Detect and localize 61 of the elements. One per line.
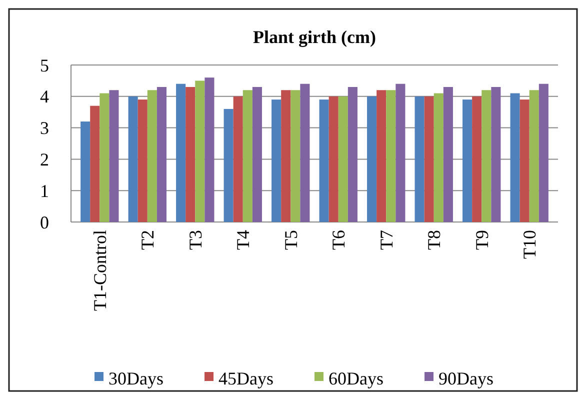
x-tick-label: T3 [185,230,206,250]
y-tick-label: 3 [40,118,49,138]
x-tick-label: T4 [233,230,254,250]
bar [128,96,138,222]
legend-label: 45Days [218,368,274,388]
x-tick-label: T7 [376,230,396,250]
bar [529,90,539,222]
bar [147,90,157,222]
x-tick-label: T5 [280,230,301,250]
bar [434,93,444,222]
bar [290,90,300,222]
bar [386,90,396,222]
bar [176,84,186,222]
legend-label: 60Days [328,368,384,388]
bar [328,96,338,222]
bar [90,106,100,222]
bar [424,96,434,222]
y-tick-label: 5 [40,55,49,76]
bar [272,100,282,222]
x-tick-label: T10 [520,230,540,259]
x-tick-label: T2 [138,230,158,250]
bar [195,80,205,222]
bar [472,96,482,222]
legend-label: 30Days [108,368,164,388]
bar [138,100,148,222]
y-tick-label: 4 [40,86,49,107]
bar [510,93,520,222]
bar [319,100,329,222]
x-tick-label: T8 [424,230,444,250]
bar [109,90,119,222]
y-tick-label: 0 [40,212,49,232]
bar [367,96,377,222]
legend-label: 90Days [438,368,494,388]
x-tick-label: T6 [328,230,349,250]
bar [443,86,453,222]
bar [300,84,310,222]
bar [100,93,110,222]
x-tick-label: T1-Control [90,230,110,311]
bar [80,122,90,222]
bar [252,86,262,222]
bar [156,86,166,222]
bar [224,108,234,222]
y-tick-label: 2 [40,150,49,170]
bar [242,90,252,222]
bar [376,90,386,222]
bar [414,96,424,222]
bar [491,86,501,222]
bar [462,100,472,222]
bar [204,78,214,222]
bar [348,86,358,222]
bar [186,86,196,222]
bar [338,96,348,222]
bar [233,96,243,222]
bar [396,84,406,222]
x-tick-label: T9 [472,230,492,250]
y-tick-label: 1 [40,180,49,201]
bar [520,100,530,222]
chart-title: Plant girth (cm) [253,27,376,47]
bar [281,90,291,222]
bar [482,90,492,222]
bar [538,84,548,222]
